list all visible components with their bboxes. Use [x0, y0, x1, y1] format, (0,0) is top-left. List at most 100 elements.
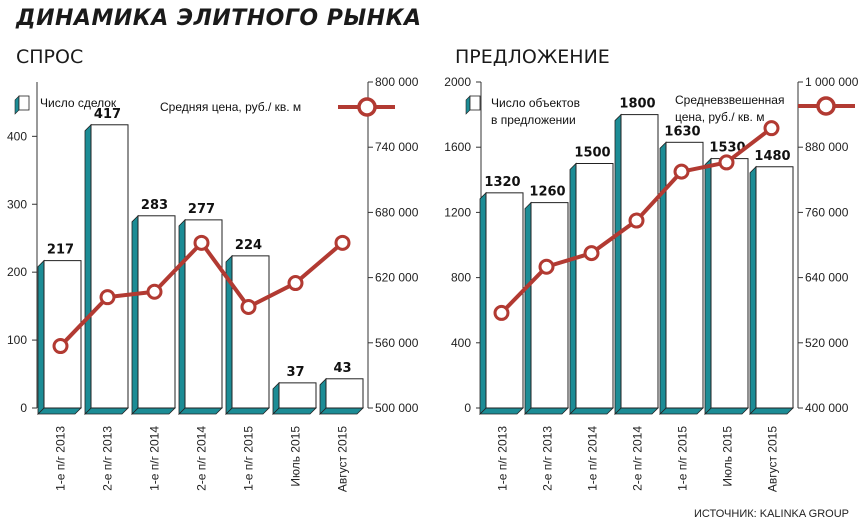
- legend-line-label: Средневзвешенная: [675, 93, 784, 107]
- bar: [90, 124, 129, 409]
- price-point: [493, 304, 510, 321]
- bar-base: [614, 407, 659, 415]
- left-tick-label: 800: [451, 271, 471, 285]
- bar-base: [749, 407, 794, 415]
- category-label: 1-е п/г 2013: [54, 426, 68, 491]
- legend-bar-label: Число объектов: [491, 96, 580, 110]
- category-label: 2-е п/г 2013: [101, 426, 115, 491]
- legend-bar-swatch-side: [465, 95, 471, 115]
- chart-title-supply: ПРЕДЛОЖЕНИЕ: [455, 46, 610, 68]
- bar-value-label: 43: [333, 361, 351, 376]
- right-tick-label: 1 000 000: [805, 75, 859, 89]
- chart-title-demand: СПРОС: [16, 46, 84, 68]
- category-label: 1-е п/г 2013: [496, 426, 510, 491]
- legend-bar-swatch: [469, 95, 481, 111]
- price-point: [146, 283, 163, 300]
- bar-value-label: 37: [286, 365, 304, 380]
- left-tick-label: 100: [7, 333, 27, 347]
- bar: [137, 215, 176, 409]
- price-point: [673, 163, 690, 180]
- bar: [755, 166, 794, 409]
- right-tick-label: 880 000: [805, 140, 849, 154]
- bar: [325, 378, 364, 409]
- price-point: [628, 212, 645, 229]
- bar-value-label: 283: [141, 198, 168, 213]
- bar-side: [569, 162, 577, 415]
- bar-value-label: 417: [94, 107, 121, 122]
- legend-bar-swatch: [18, 95, 30, 111]
- left-tick-label: 0: [20, 401, 27, 415]
- bar-base: [524, 407, 569, 415]
- left-tick-label: 400: [7, 129, 27, 143]
- category-label: 2-е п/г 2014: [631, 426, 645, 491]
- bar-side: [479, 191, 487, 415]
- bar-value-label: 1630: [664, 124, 700, 139]
- bar-value-label: 224: [235, 238, 262, 253]
- bar-value-label: 1320: [484, 175, 520, 190]
- bar: [231, 255, 270, 409]
- left-tick-label: 1600: [444, 140, 471, 154]
- price-point: [583, 245, 600, 262]
- category-label: 1-е п/г 2014: [586, 426, 600, 491]
- left-tick-label: 300: [7, 197, 27, 211]
- legend-line-label: цена, руб./ кв. м: [675, 110, 764, 124]
- bar-value-label: 1260: [529, 185, 565, 200]
- left-tick-label: 200: [7, 265, 27, 279]
- bar-base: [569, 407, 614, 415]
- price-point: [52, 338, 69, 355]
- left-tick-label: 400: [451, 336, 471, 350]
- category-label: Июль 2015: [289, 426, 303, 487]
- right-tick-label: 500 000: [375, 401, 419, 415]
- source-note: ИСТОЧНИК: KALINKA GROUP: [694, 508, 849, 520]
- bar-base: [659, 407, 704, 415]
- bar: [485, 192, 524, 409]
- bar: [665, 141, 704, 409]
- bar-value-label: 1480: [754, 149, 790, 164]
- left-tick-label: 2000: [444, 75, 471, 89]
- legend-line-label: Средняя цена, руб./ кв. м: [160, 100, 301, 114]
- right-tick-label: 560 000: [375, 336, 419, 350]
- bar-value-label: 1500: [574, 146, 610, 161]
- bar-side: [659, 141, 667, 415]
- bar-value-label: 217: [47, 243, 74, 258]
- right-tick-label: 620 000: [375, 271, 419, 285]
- category-label: Август 2015: [336, 426, 350, 492]
- bar-value-label: 1800: [619, 97, 655, 112]
- page-title: ДИНАМИКА ЭЛИТНОГО РЫНКА: [16, 6, 422, 31]
- category-label: 2-е п/г 2013: [541, 426, 555, 491]
- bar: [278, 382, 317, 409]
- price-point: [99, 289, 116, 306]
- right-tick-label: 640 000: [805, 271, 849, 285]
- right-tick-label: 400 000: [805, 401, 849, 415]
- bar: [530, 202, 569, 409]
- bar: [710, 158, 749, 409]
- right-tick-label: 740 000: [375, 140, 419, 154]
- price-point: [193, 234, 210, 251]
- category-label: 1-е п/г 2015: [242, 426, 256, 491]
- price-point: [287, 275, 304, 292]
- bar-value-label: 277: [188, 202, 215, 217]
- price-point: [718, 154, 735, 171]
- category-label: 1-е п/г 2015: [676, 426, 690, 491]
- bar-side: [704, 157, 712, 415]
- legend-bar-label: Число сделок: [40, 96, 117, 110]
- bar: [575, 163, 614, 409]
- right-tick-label: 800 000: [375, 75, 419, 89]
- category-label: 2-е п/г 2014: [195, 426, 209, 491]
- category-label: Июль 2015: [721, 426, 735, 487]
- bar: [43, 260, 82, 409]
- bar-base: [704, 407, 749, 415]
- right-tick-label: 680 000: [375, 205, 419, 219]
- bar-side: [614, 113, 622, 415]
- bar-base: [479, 407, 524, 415]
- right-tick-label: 760 000: [805, 205, 849, 219]
- price-point: [240, 298, 257, 315]
- bar-value-label: 1530: [709, 141, 745, 156]
- price-point: [334, 234, 351, 251]
- category-label: 1-е п/г 2014: [148, 426, 162, 491]
- left-tick-label: 1200: [444, 205, 471, 219]
- price-point: [763, 120, 780, 137]
- legend-bar-label: в предложении: [491, 113, 576, 127]
